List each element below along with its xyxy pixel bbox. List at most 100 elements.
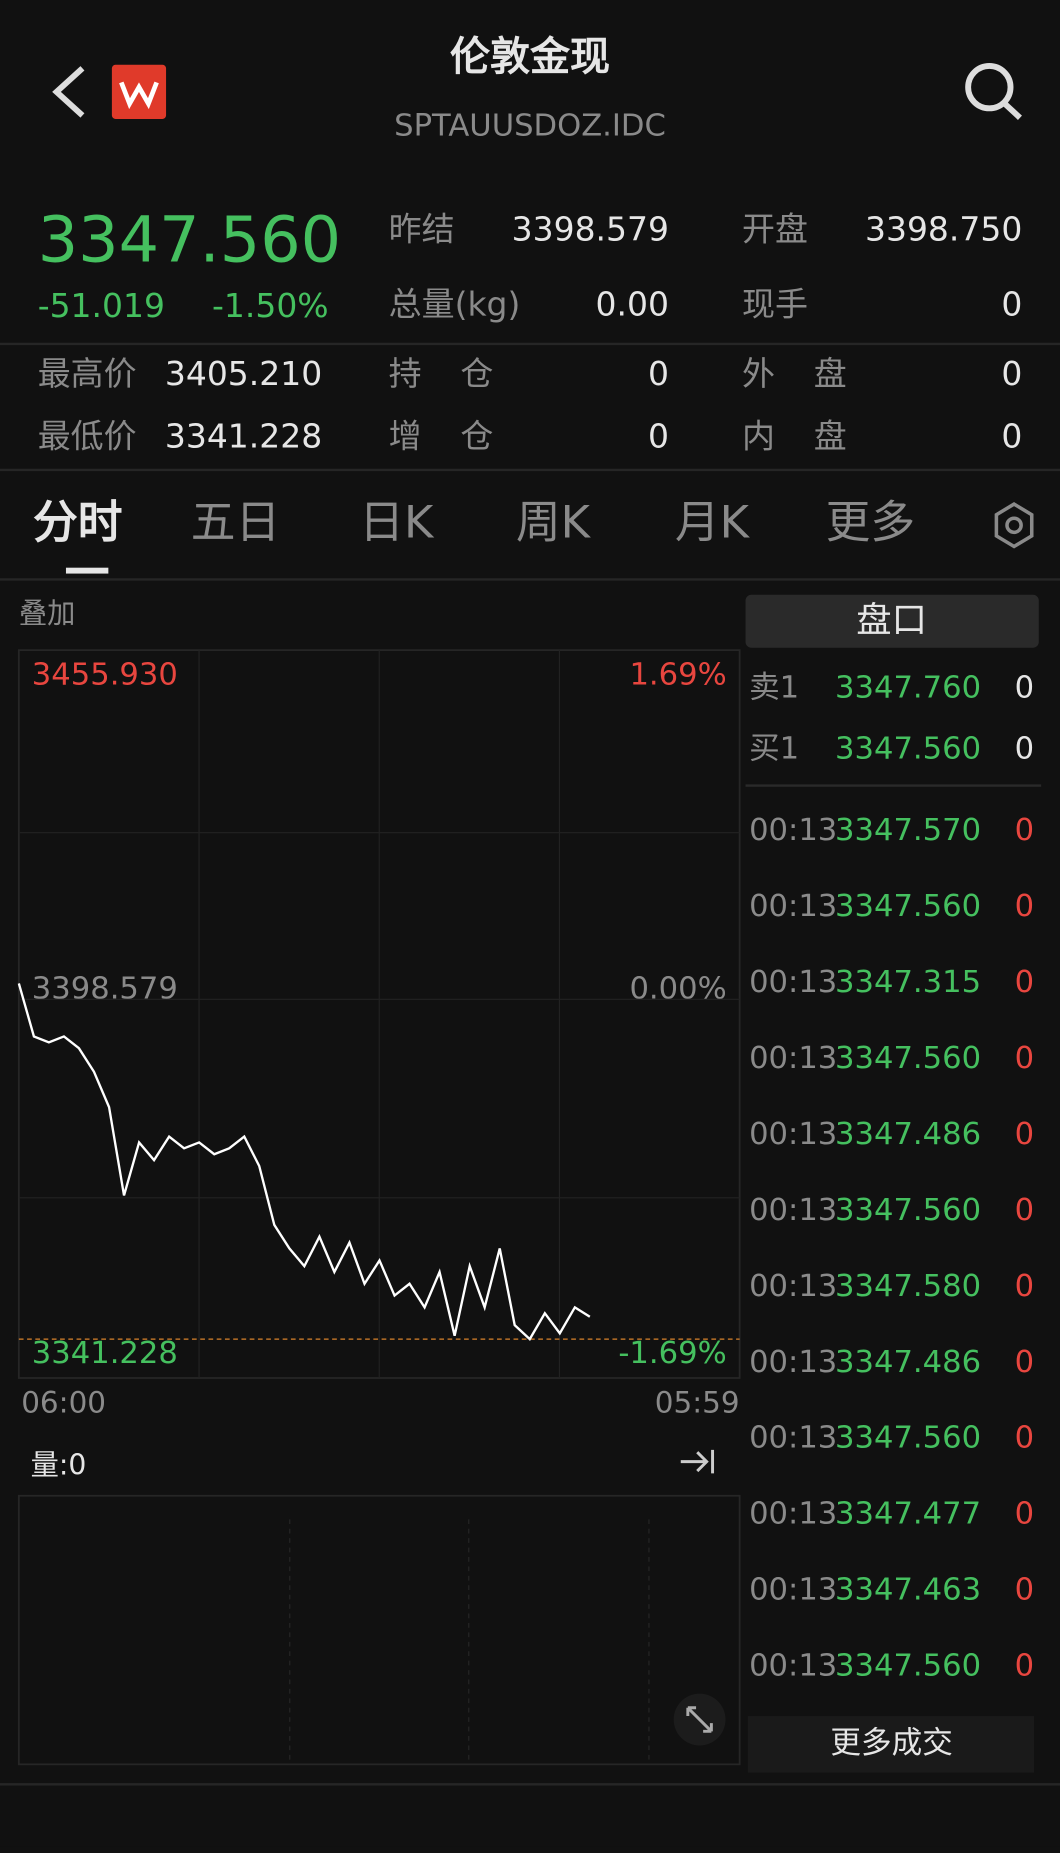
- change: -51.019: [38, 286, 165, 325]
- stat-label: 持 仓: [389, 354, 494, 393]
- y-tick-label: 3341.228: [32, 1336, 178, 1371]
- stat-value: 0: [648, 417, 669, 456]
- stat-label: 最高价: [38, 354, 137, 393]
- stat-value: 0: [1001, 417, 1022, 456]
- stat-label: 总量(kg): [389, 285, 521, 324]
- row-price: 3347.486: [835, 1117, 981, 1152]
- search-button[interactable]: [965, 63, 1014, 112]
- price-chart: 3455.930 1.69% 3398.579 0.00% 3341.228 -1.69%: [17, 649, 741, 1379]
- row-label: 00:13: [749, 1269, 837, 1304]
- stat-value: 3405.210: [165, 354, 322, 393]
- x-label: 05:59: [655, 1385, 740, 1419]
- change-pct: -1.50%: [212, 286, 329, 325]
- row-qty: 0: [1015, 1117, 1034, 1152]
- row-price: 3347.560: [835, 1649, 981, 1684]
- row-qty: 0: [1015, 732, 1034, 767]
- pct-label: 1.69%: [629, 658, 726, 693]
- jump-button[interactable]: [680, 1449, 715, 1474]
- row-price: 3347.760: [835, 671, 981, 706]
- row-label: 00:13: [749, 1117, 837, 1152]
- volume-frame: [17, 1494, 741, 1766]
- row-qty: 0: [1015, 1421, 1034, 1456]
- row-label: 00:13: [749, 965, 837, 1000]
- row-label: 00:13: [749, 1421, 837, 1456]
- tab-active[interactable]: 分时: [33, 495, 123, 548]
- stat-value: 3398.579: [512, 209, 669, 248]
- pct-label: -1.69%: [618, 1336, 726, 1371]
- expand-icon: [686, 1706, 713, 1733]
- price: 3347.560: [38, 202, 341, 276]
- row-price: 3347.560: [835, 1421, 981, 1456]
- row-price: 3347.315: [835, 965, 981, 1000]
- more-trades: 更多成交: [830, 1726, 952, 1761]
- tab-underline: [65, 567, 109, 574]
- row-label: 00:13: [749, 1497, 837, 1532]
- row-label: 00:13: [749, 1345, 837, 1380]
- pct-label: 0.00%: [629, 971, 726, 1006]
- stat-value: 0.00: [596, 285, 669, 324]
- row-price: 3347.477: [835, 1497, 981, 1532]
- row-price: 3347.580: [835, 1269, 981, 1304]
- more-trades-button[interactable]: [747, 1716, 1035, 1773]
- stat-value: 0: [1001, 354, 1022, 393]
- stat-value: 3341.228: [165, 417, 322, 456]
- overlay-button[interactable]: 叠加: [19, 597, 76, 630]
- stat-label: 最低价: [38, 417, 137, 456]
- row-label: 00:13: [749, 889, 837, 924]
- row-price: 3347.463: [835, 1573, 981, 1608]
- volume-label: 量:0: [31, 1448, 87, 1481]
- order-book-button[interactable]: [745, 594, 1039, 648]
- stat-label: 内 盘: [742, 417, 847, 456]
- row-price: 3347.570: [835, 813, 981, 848]
- y-tick-label: 3455.930: [32, 658, 178, 693]
- row-qty: 0: [1015, 1497, 1034, 1532]
- row-label: 00:13: [749, 813, 837, 848]
- stat-value: 0: [1001, 285, 1022, 324]
- row-qty: 0: [1015, 1345, 1034, 1380]
- stat-value: 0: [648, 354, 669, 393]
- row-qty: 0: [1015, 1193, 1034, 1228]
- row-qty: 0: [1015, 1649, 1034, 1684]
- stat-value: 3398.750: [865, 209, 1022, 248]
- row-qty: 0: [1015, 1573, 1034, 1608]
- row-qty: 0: [1015, 1041, 1034, 1076]
- row-price: 3347.560: [835, 889, 981, 924]
- price-line: [17, 983, 591, 1342]
- row-label: 00:13: [749, 1649, 837, 1684]
- tab[interactable]: 日K: [359, 495, 435, 548]
- stat-label: 昨结: [389, 209, 455, 248]
- app-icon-w: [119, 81, 159, 110]
- row-label: 00:13: [749, 1573, 837, 1608]
- row-qty: 0: [1015, 1269, 1034, 1304]
- row-label: 卖1: [749, 671, 799, 706]
- back-button[interactable]: [52, 66, 85, 118]
- tab[interactable]: 五日: [191, 495, 280, 548]
- search-handle: [1002, 101, 1022, 120]
- stat-label: 开盘: [742, 209, 808, 248]
- row-price: 3347.560: [835, 1041, 981, 1076]
- row-label: 买1: [749, 732, 799, 767]
- tab[interactable]: 更多: [826, 495, 916, 548]
- stat-label: 现手: [742, 285, 808, 324]
- row-qty: 0: [1015, 671, 1034, 706]
- settings-button[interactable]: [994, 502, 1034, 549]
- divider: [0, 468, 1060, 472]
- x-label: 06:00: [21, 1385, 106, 1419]
- tab[interactable]: 周K: [516, 495, 592, 548]
- order-book-title: 盘口: [856, 600, 927, 641]
- row-price: 3347.486: [835, 1345, 981, 1380]
- subtitle: SPTAUUSDOZ.IDC: [394, 109, 666, 144]
- row-qty: 0: [1015, 889, 1034, 924]
- stat-label: 增 仓: [389, 417, 494, 456]
- row-price: 3347.560: [835, 1193, 981, 1228]
- row-qty: 0: [1015, 813, 1034, 848]
- title: 伦敦金现: [450, 34, 610, 80]
- tab[interactable]: 月K: [675, 495, 751, 548]
- stat-label: 外 盘: [742, 354, 847, 393]
- row-label: 00:13: [749, 1041, 837, 1076]
- row-price: 3347.560: [835, 732, 981, 767]
